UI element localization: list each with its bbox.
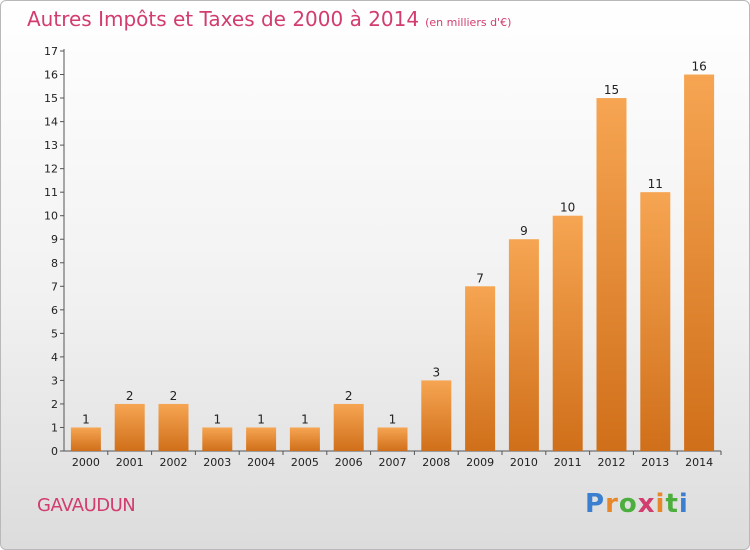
bar-2010 [508, 239, 539, 451]
x-tick-label: 2003 [203, 456, 231, 469]
bar-value-label: 2 [170, 389, 178, 403]
x-tick-label: 2005 [291, 456, 319, 469]
x-tick-label: 2000 [72, 456, 100, 469]
x-tick-label: 2010 [510, 456, 538, 469]
logo-letter: P [585, 489, 606, 519]
bar-value-label: 1 [213, 412, 221, 426]
bar-2001 [114, 403, 145, 451]
y-tick-label: 10 [44, 210, 58, 223]
bar-value-label: 15 [604, 83, 619, 97]
y-tick-label: 9 [51, 233, 58, 246]
x-tick-label: 2007 [379, 456, 407, 469]
x-tick-label: 2011 [554, 456, 582, 469]
y-tick-label: 15 [44, 92, 58, 105]
bar-value-label: 2 [126, 389, 134, 403]
bar-2003 [202, 427, 233, 451]
bar-value-label: 1 [389, 412, 397, 426]
y-tick-label: 0 [51, 445, 58, 458]
x-tick-label: 2009 [466, 456, 494, 469]
commune-name: GAVAUDUN [37, 495, 136, 516]
y-tick-label: 2 [51, 398, 58, 411]
x-tick-label: 2002 [160, 456, 188, 469]
logo-letter: t [665, 489, 679, 519]
bar-2008 [421, 380, 452, 451]
bar-2011 [552, 215, 583, 451]
y-tick-label: 17 [44, 45, 58, 58]
x-tick-label: 2006 [335, 456, 363, 469]
y-tick-label: 5 [51, 327, 58, 340]
bar-2012 [596, 98, 627, 451]
bar-2002 [158, 403, 189, 451]
bar-2004 [246, 427, 277, 451]
logo-letter: r [605, 489, 619, 519]
x-tick-label: 2013 [641, 456, 669, 469]
y-tick-label: 13 [44, 139, 58, 152]
x-tick-label: 2001 [116, 456, 144, 469]
bar-2007 [377, 427, 408, 451]
y-tick-label: 3 [51, 374, 58, 387]
bar-2005 [289, 427, 320, 451]
y-tick-label: 8 [51, 257, 58, 270]
y-tick-label: 6 [51, 304, 58, 317]
bar-2014 [684, 74, 715, 451]
logo-letter: x [637, 489, 656, 519]
y-tick-label: 16 [44, 69, 58, 82]
chart-unit: (en milliers d'€) [425, 16, 512, 29]
bar-value-label: 1 [257, 412, 265, 426]
bar-2009 [465, 286, 496, 451]
y-tick-label: 4 [51, 351, 58, 364]
y-tick-label: 7 [51, 280, 58, 293]
x-tick-label: 2004 [247, 456, 275, 469]
bar-value-label: 7 [476, 271, 484, 285]
x-tick-label: 2008 [422, 456, 450, 469]
chart-title: Autres Impôts et Taxes de 2000 à 2014 (en… [27, 7, 511, 31]
chart-title-text: Autres Impôts et Taxes de 2000 à 2014 [27, 7, 420, 31]
y-tick-label: 14 [44, 116, 58, 129]
x-tick-label: 2012 [598, 456, 626, 469]
bar-value-label: 1 [301, 412, 309, 426]
logo-letter: i [678, 489, 689, 519]
bar-value-label: 11 [648, 177, 663, 191]
bar-value-label: 10 [560, 201, 575, 215]
bar-value-label: 2 [345, 389, 353, 403]
bar-2006 [333, 403, 364, 451]
bar-2000 [70, 427, 101, 451]
x-tick-label: 2014 [685, 456, 713, 469]
bar-value-label: 1 [82, 412, 90, 426]
bar-value-label: 16 [691, 60, 706, 74]
logo-letter: o [618, 489, 638, 519]
bar-value-label: 3 [432, 365, 440, 379]
bar-value-label: 9 [520, 224, 528, 238]
y-tick-label: 1 [51, 421, 58, 434]
proxiti-logo: Proxiti [585, 489, 689, 519]
y-tick-label: 11 [44, 186, 58, 199]
logo-letter: i [655, 489, 666, 519]
bar-2013 [640, 192, 671, 452]
y-tick-label: 12 [44, 163, 58, 176]
